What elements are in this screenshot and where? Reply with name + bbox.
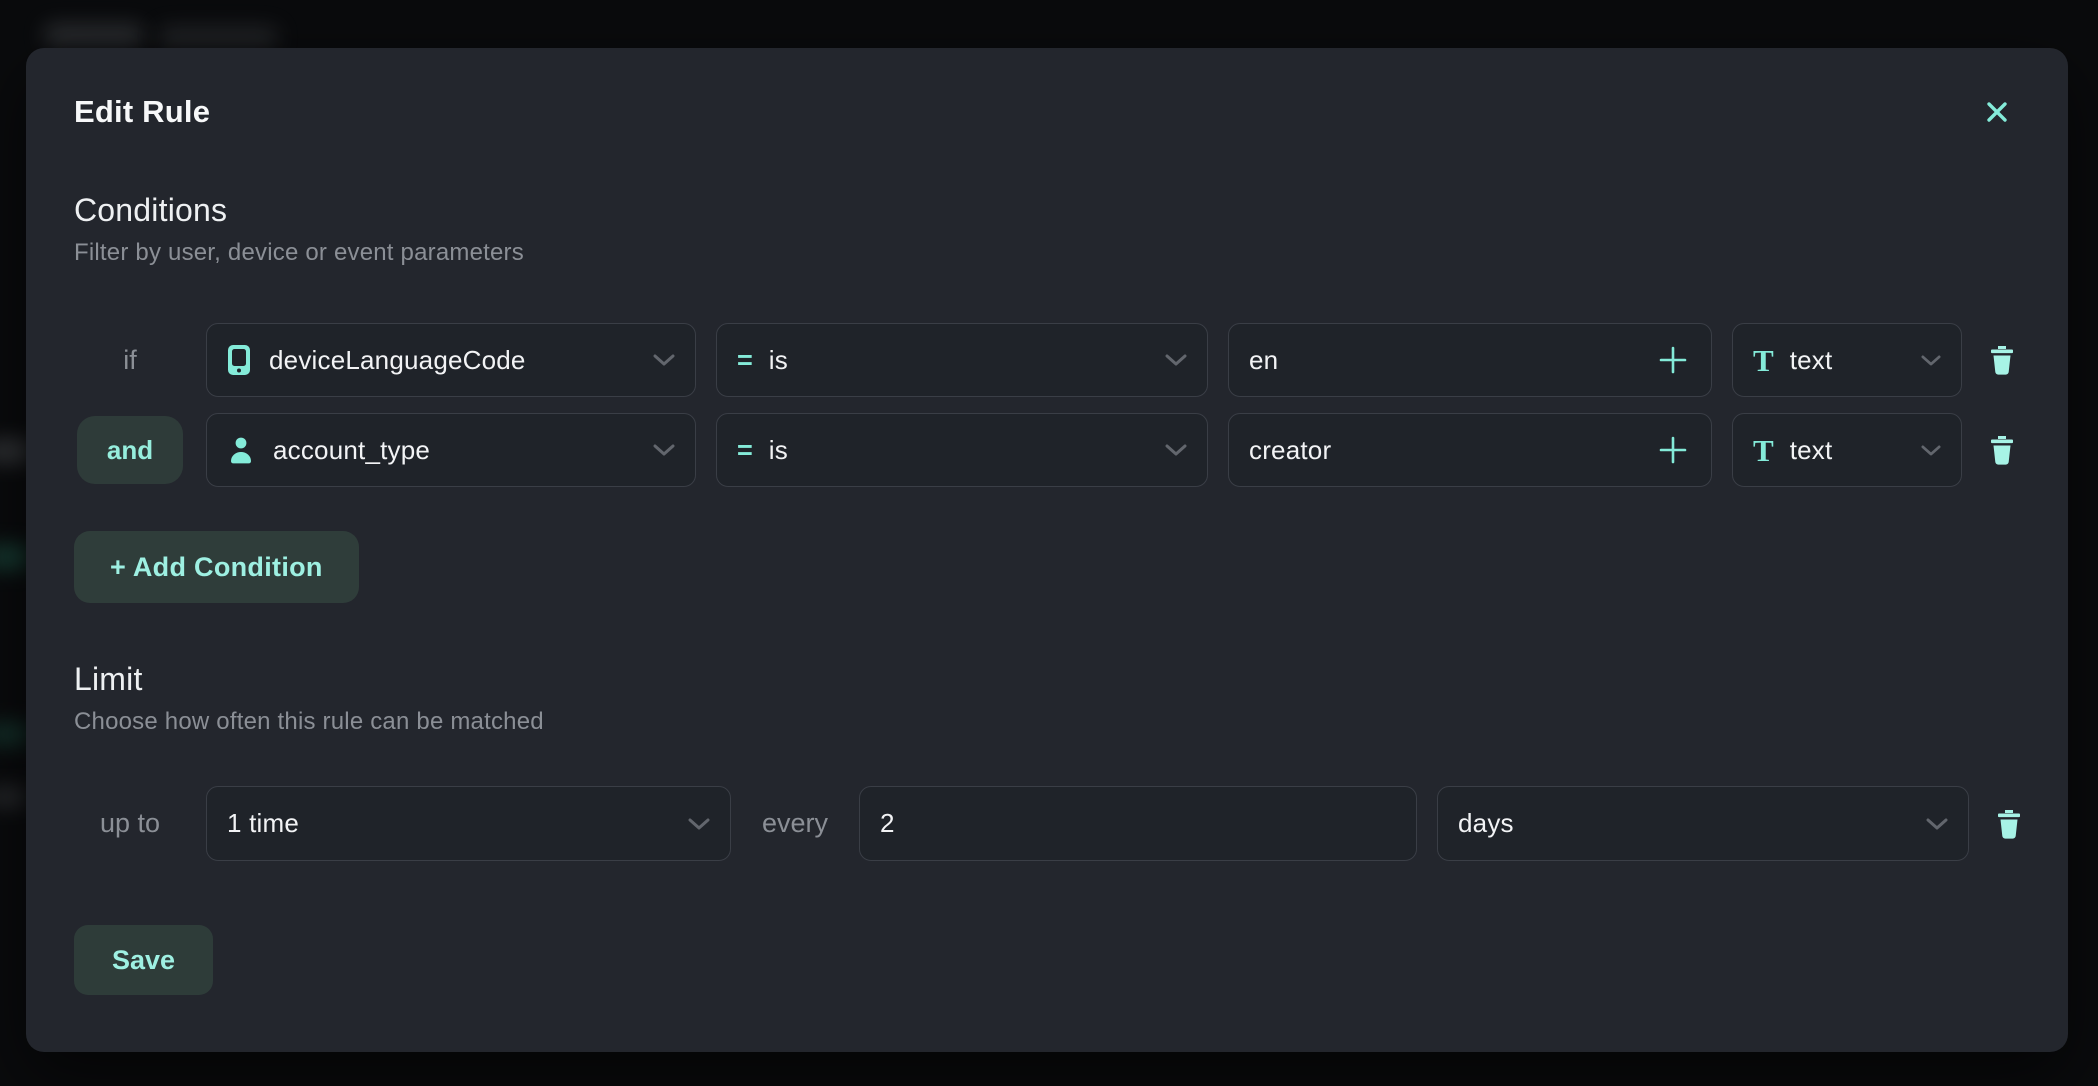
condition-row: and account_type = is [74, 413, 2020, 487]
plus-icon [1657, 434, 1689, 466]
type-dropdown[interactable]: T text [1732, 323, 1962, 397]
add-value-button[interactable] [1655, 432, 1691, 468]
plus-icon [1657, 344, 1689, 376]
and-connector-button[interactable]: and [77, 416, 183, 484]
chevron-down-icon [1926, 818, 1948, 830]
if-label: if [123, 344, 137, 375]
trash-icon [1994, 808, 2024, 840]
background-blur-text [44, 24, 144, 46]
user-icon [227, 435, 255, 465]
conditions-heading: Conditions [74, 192, 228, 228]
close-icon [1984, 99, 2010, 125]
limit-row: up to 1 time every days [74, 786, 2020, 861]
every-label-col: every [751, 786, 839, 861]
background-blur-blob [0, 722, 30, 746]
background-blur-text [158, 27, 278, 47]
delete-limit-button[interactable] [1989, 786, 2029, 861]
parameter-dropdown[interactable]: account_type [206, 413, 696, 487]
equals-icon: = [737, 434, 753, 465]
conditions-subtitle: Filter by user, device or event paramete… [74, 239, 524, 266]
save-button[interactable]: Save [74, 925, 214, 995]
value-input[interactable] [1249, 434, 1655, 466]
operator-value: is [768, 344, 788, 375]
parameter-dropdown[interactable]: deviceLanguageCode [206, 323, 696, 397]
modal-title: Edit Rule [74, 94, 211, 129]
background-blur-blob [0, 786, 28, 808]
operator-dropdown[interactable]: = is [716, 413, 1208, 487]
every-label: every [761, 808, 829, 838]
interval-value-input[interactable] [880, 808, 1396, 839]
limit-subtitle: Choose how often this rule can be matche… [74, 708, 544, 735]
frequency-dropdown[interactable]: 1 time [206, 786, 731, 861]
text-type-icon: T [1753, 342, 1774, 378]
connector-col: if [74, 323, 186, 397]
background-blur-blob [0, 544, 30, 570]
edit-rule-modal: Edit Rule Conditions Filter by user, dev… [26, 48, 2068, 1052]
close-button[interactable] [1980, 95, 2014, 129]
chevron-down-icon [1165, 354, 1187, 366]
equals-icon: = [737, 344, 753, 375]
condition-row: if deviceLanguageCode = is [74, 323, 2020, 397]
chevron-down-icon [1921, 355, 1941, 366]
interval-value-field [859, 786, 1417, 861]
interval-unit-dropdown[interactable]: days [1437, 786, 1969, 861]
parameter-value: deviceLanguageCode [269, 344, 526, 375]
trash-icon [1987, 434, 2017, 466]
frequency-value: 1 time [227, 808, 300, 838]
condition-rows: if deviceLanguageCode = is [74, 323, 2020, 487]
up-to-label: up to [99, 808, 161, 838]
operator-dropdown[interactable]: = is [716, 323, 1208, 397]
add-value-button[interactable] [1655, 342, 1691, 378]
trash-icon [1987, 344, 2017, 376]
chevron-down-icon [1921, 445, 1941, 456]
chevron-down-icon [1165, 444, 1187, 456]
delete-condition-button[interactable] [1982, 413, 2022, 487]
limit-prefix-col: up to [74, 786, 186, 861]
interval-unit-value: days [1458, 808, 1514, 838]
modal-header: Edit Rule [74, 48, 2020, 130]
value-field [1228, 413, 1712, 487]
operator-value: is [768, 434, 788, 465]
value-input[interactable] [1249, 344, 1655, 376]
chevron-down-icon [653, 444, 675, 456]
type-value: text [1789, 434, 1833, 465]
chevron-down-icon [653, 354, 675, 366]
value-field [1228, 323, 1712, 397]
parameter-value: account_type [273, 434, 431, 465]
limit-heading: Limit [74, 661, 143, 697]
type-dropdown[interactable]: T text [1732, 413, 1962, 487]
device-icon [227, 343, 251, 377]
text-type-icon: T [1753, 432, 1774, 468]
connector-col: and [74, 413, 186, 487]
add-condition-button[interactable]: + Add Condition [74, 531, 359, 603]
type-value: text [1789, 344, 1833, 375]
chevron-down-icon [688, 818, 710, 830]
delete-condition-button[interactable] [1982, 323, 2022, 397]
